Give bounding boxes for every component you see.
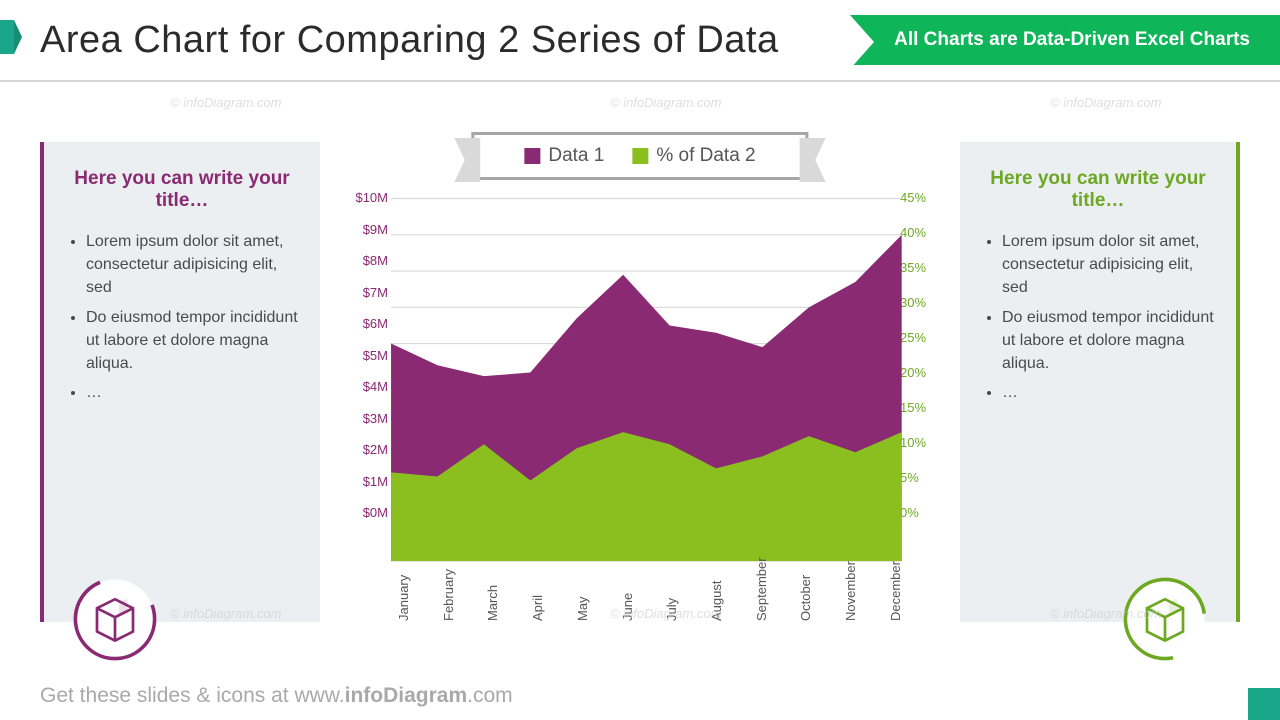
- right-panel: Here you can write your title… Lorem ips…: [960, 142, 1240, 622]
- x-tick: June: [620, 611, 635, 621]
- footer-prefix: Get these slides & icons at www.: [40, 684, 345, 707]
- page-title: Area Chart for Comparing 2 Series of Dat…: [40, 19, 779, 62]
- box-icon: [1120, 574, 1210, 664]
- corner-accent: [1248, 688, 1280, 720]
- legend-swatch: [524, 148, 540, 164]
- x-tick: April: [530, 611, 545, 621]
- legend-label: Data 1: [548, 145, 604, 167]
- header: Area Chart for Comparing 2 Series of Dat…: [0, 0, 1280, 80]
- legend-item-series1: Data 1: [524, 145, 604, 167]
- right-panel-list: Lorem ipsum dolor sit amet, consectetur …: [982, 230, 1214, 410]
- x-tick: December: [888, 611, 903, 621]
- chart-legend: Data 1 % of Data 2: [471, 132, 808, 180]
- legend-label: % of Data 2: [656, 145, 755, 167]
- content-row: Here you can write your title… Lorem ips…: [0, 82, 1280, 642]
- x-tick: August: [709, 611, 724, 621]
- x-tick: July: [664, 611, 679, 621]
- list-item: …: [1002, 381, 1214, 404]
- footer-suffix: .com: [467, 684, 513, 707]
- x-tick: February: [441, 611, 456, 621]
- footer-bold: infoDiagram: [345, 684, 468, 707]
- legend-swatch: [632, 148, 648, 164]
- chart-container: Data 1 % of Data 2 $0M$1M$2M$3M$4M$5M$6M…: [340, 142, 940, 622]
- x-axis-labels: JanuaryFebruaryMarchAprilMayJuneJulyAugu…: [396, 597, 898, 612]
- header-ribbon: All Charts are Data-Driven Excel Charts: [850, 15, 1280, 65]
- area-chart: [340, 192, 940, 572]
- footer-text: Get these slides & icons at www.infoDiag…: [40, 684, 513, 708]
- x-tick: November: [843, 611, 858, 621]
- list-item: Lorem ipsum dolor sit amet, consectetur …: [1002, 230, 1214, 300]
- legend-item-series2: % of Data 2: [632, 145, 755, 167]
- left-panel-title: Here you can write your title…: [66, 168, 298, 212]
- list-item: Do eiusmod tempor incididunt ut labore e…: [1002, 306, 1214, 376]
- x-tick: September: [754, 611, 769, 621]
- list-item: …: [86, 381, 298, 404]
- x-tick: March: [485, 611, 500, 621]
- left-panel: Here you can write your title… Lorem ips…: [40, 142, 320, 622]
- header-accent: [0, 20, 14, 54]
- box-icon: [70, 574, 160, 664]
- list-item: Lorem ipsum dolor sit amet, consectetur …: [86, 230, 298, 300]
- right-panel-title: Here you can write your title…: [982, 168, 1214, 212]
- x-tick: January: [396, 611, 411, 621]
- list-item: Do eiusmod tempor incididunt ut labore e…: [86, 306, 298, 376]
- x-tick: May: [575, 611, 590, 621]
- x-tick: October: [798, 611, 813, 621]
- left-panel-list: Lorem ipsum dolor sit amet, consectetur …: [66, 230, 298, 410]
